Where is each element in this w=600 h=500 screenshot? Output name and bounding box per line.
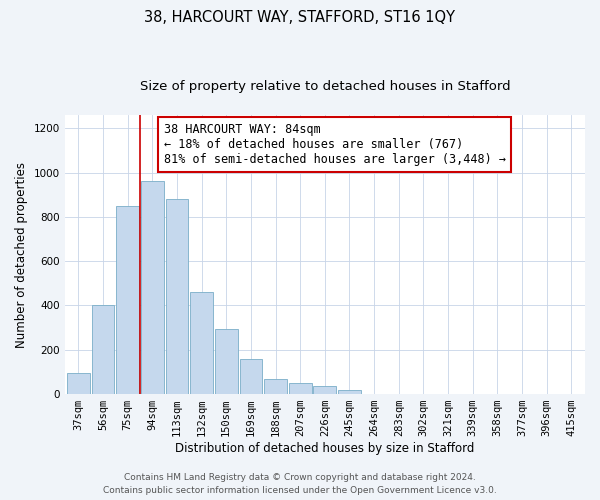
X-axis label: Distribution of detached houses by size in Stafford: Distribution of detached houses by size … — [175, 442, 475, 455]
Title: Size of property relative to detached houses in Stafford: Size of property relative to detached ho… — [140, 80, 510, 93]
Bar — [166, 199, 188, 394]
Bar — [92, 306, 114, 394]
Bar — [141, 182, 164, 394]
Bar — [338, 390, 361, 394]
Bar — [264, 378, 287, 394]
Bar — [313, 386, 336, 394]
Bar — [190, 292, 213, 394]
Bar — [289, 383, 311, 394]
Text: 38, HARCOURT WAY, STAFFORD, ST16 1QY: 38, HARCOURT WAY, STAFFORD, ST16 1QY — [145, 10, 455, 25]
Bar — [116, 206, 139, 394]
Y-axis label: Number of detached properties: Number of detached properties — [15, 162, 28, 348]
Bar — [239, 358, 262, 394]
Bar — [215, 328, 238, 394]
Text: 38 HARCOURT WAY: 84sqm
← 18% of detached houses are smaller (767)
81% of semi-de: 38 HARCOURT WAY: 84sqm ← 18% of detached… — [164, 124, 506, 166]
Bar — [67, 373, 89, 394]
Text: Contains HM Land Registry data © Crown copyright and database right 2024.
Contai: Contains HM Land Registry data © Crown c… — [103, 474, 497, 495]
